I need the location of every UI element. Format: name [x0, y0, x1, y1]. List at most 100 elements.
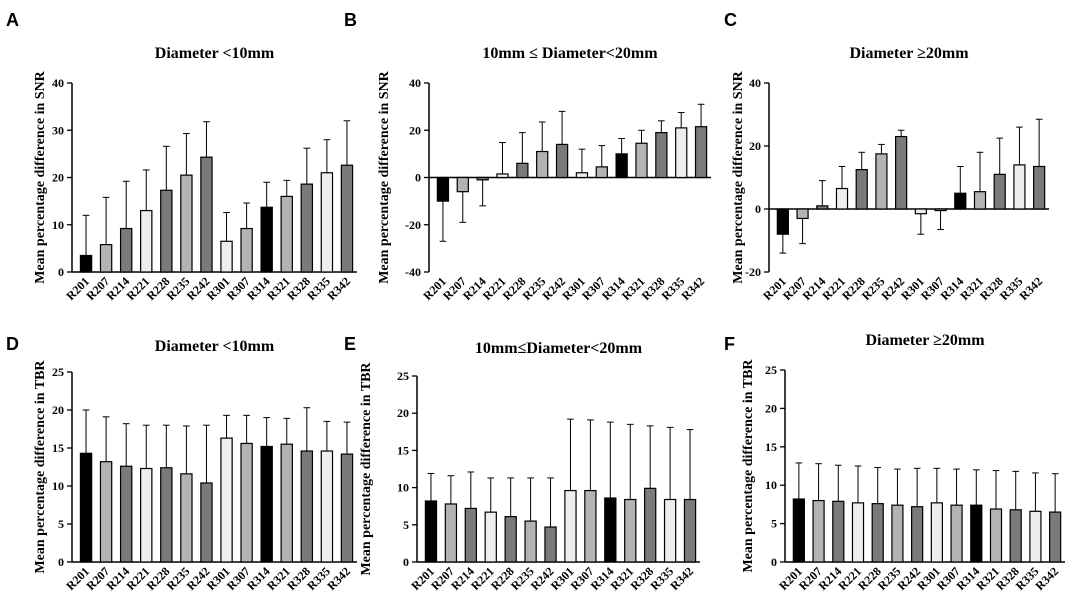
bar-r207 — [444, 503, 458, 563]
bar-r328 — [1009, 509, 1022, 563]
bar-r221 — [140, 209, 153, 273]
bar-r242 — [544, 526, 557, 563]
bar-r214 — [119, 465, 133, 563]
bar-r328 — [993, 173, 1006, 210]
bar-r207 — [99, 461, 113, 563]
bar-r201 — [79, 254, 93, 273]
bar-r321 — [973, 191, 987, 210]
x-tick-label: R342 — [667, 564, 696, 593]
bar-r314 — [615, 153, 628, 179]
bar-r201 — [436, 176, 450, 202]
bar-r214 — [464, 507, 478, 563]
panel-label: D — [6, 334, 19, 354]
y-axis-label: Mean percentage difference in SNR — [731, 70, 746, 283]
y-tick-label: 10 — [397, 481, 409, 495]
panel-label: A — [6, 10, 19, 30]
bar-r242 — [911, 506, 924, 563]
bar-r328 — [655, 132, 668, 179]
bar-r221 — [835, 187, 849, 210]
y-tick-label: 5 — [771, 517, 777, 531]
y-tick-label: 40 — [52, 76, 64, 90]
bar-r221 — [140, 467, 153, 563]
bar-r335 — [675, 127, 688, 179]
y-tick-label: -20 — [745, 265, 761, 279]
bar-r301 — [930, 502, 943, 563]
panel-c: C Diameter ≥20mm Mean percentage differenc… — [724, 10, 1049, 303]
bar-r314 — [954, 192, 967, 210]
panel-f: F Diameter ≥20mm Mean percentage differenc… — [724, 332, 1065, 593]
y-tick-label: 20 — [409, 123, 421, 137]
bar-r201 — [424, 500, 438, 563]
bar-r335 — [663, 498, 677, 563]
bar-r228 — [160, 467, 173, 563]
bar-r221 — [484, 511, 497, 563]
bar-r342 — [1049, 511, 1062, 563]
panel-label: B — [344, 10, 357, 30]
bar-r335 — [320, 172, 334, 273]
bar-r242 — [895, 135, 908, 210]
y-tick-label: 0 — [58, 265, 64, 279]
y-tick-label: 30 — [52, 123, 64, 137]
bar-r242 — [200, 482, 213, 563]
y-axis-label: Mean percentage difference in TBR — [33, 360, 48, 574]
y-tick-label: 0 — [415, 171, 421, 185]
bar-r335 — [320, 450, 334, 563]
bar-r335 — [1013, 164, 1026, 210]
bar-r321 — [280, 195, 293, 273]
y-tick-label: 5 — [58, 517, 64, 531]
y-tick-label: 15 — [397, 443, 409, 457]
bar-r201 — [79, 452, 93, 563]
bar-r342 — [340, 164, 354, 273]
y-tick-label: -40 — [405, 265, 421, 279]
bar-r242 — [555, 143, 569, 179]
x-tick-label: R342 — [1017, 274, 1046, 303]
y-tick-label: 25 — [397, 369, 409, 383]
bar-r342 — [694, 126, 708, 179]
panel-a: A Diameter <10mm Mean percentage differenc… — [6, 10, 357, 303]
y-tick-label: 0 — [58, 555, 64, 569]
chart-title: 10mm≤Diameter<20mm — [475, 340, 643, 357]
panel-d: D Diameter <10mm Mean percentage differenc… — [6, 334, 357, 593]
y-axis-label: Mean percentage difference in TBR — [359, 362, 374, 576]
bar-r228 — [160, 189, 173, 273]
bar-r301 — [220, 437, 233, 563]
bar-r307 — [934, 208, 947, 212]
bar-r235 — [536, 150, 549, 179]
y-tick-label: 10 — [765, 478, 777, 492]
y-axis-label: Mean percentage difference in TBR — [741, 359, 756, 573]
bar-r307 — [240, 227, 253, 273]
bar-r242 — [200, 156, 213, 273]
bar-r342 — [340, 453, 354, 563]
y-tick-label: 10 — [52, 218, 64, 232]
bar-r207 — [796, 208, 809, 220]
bar-r235 — [180, 174, 193, 273]
bar-r307 — [584, 489, 597, 563]
y-tick-label: 20 — [52, 171, 64, 185]
y-tick-label: 0 — [403, 555, 409, 569]
bar-r235 — [524, 520, 537, 563]
chart-title: Diameter ≥20mm — [849, 45, 969, 62]
y-tick-label: -20 — [405, 218, 421, 232]
bar-r307 — [240, 442, 253, 563]
bar-r314 — [970, 504, 983, 563]
chart-title: Diameter <10mm — [155, 338, 275, 355]
panel-label: C — [724, 10, 737, 30]
bar-r214 — [816, 205, 829, 210]
bar-r321 — [635, 142, 648, 179]
bar-r328 — [300, 450, 314, 563]
bar-r307 — [950, 504, 963, 563]
bar-r314 — [604, 497, 617, 563]
bar-r201 — [792, 498, 805, 563]
bar-r228 — [516, 162, 529, 179]
x-tick-label: R342 — [678, 274, 707, 303]
y-tick-label: 25 — [765, 363, 777, 377]
bar-r335 — [1029, 510, 1042, 563]
bar-r201 — [776, 208, 789, 235]
y-tick-label: 25 — [52, 365, 64, 379]
bar-r328 — [300, 183, 314, 273]
bar-r321 — [280, 443, 293, 563]
bar-r221 — [851, 502, 865, 563]
bar-r235 — [875, 153, 888, 210]
y-axis-label: Mean percentage difference in SNR — [377, 70, 392, 283]
